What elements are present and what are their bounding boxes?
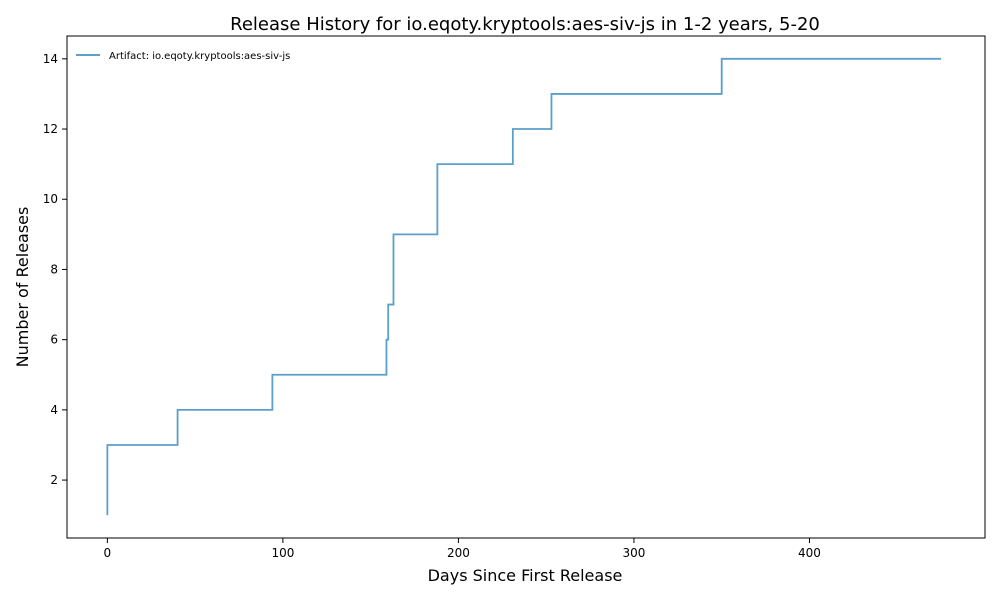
y-axis-ticks: 2 4 6 8 10 12 14 (43, 52, 67, 487)
y-tick-label: 12 (43, 122, 58, 136)
y-tick-label: 6 (50, 333, 58, 347)
legend-label: Artifact: io.eqoty.kryptools:aes-siv-js (109, 51, 290, 62)
y-tick-label: 14 (43, 52, 58, 66)
y-tick-label: 10 (43, 192, 58, 206)
x-tick-label: 0 (104, 546, 112, 560)
series-line-0 (106, 57, 942, 516)
y-tick-label: 2 (50, 473, 58, 487)
x-tick-label: 300 (622, 546, 645, 560)
x-axis-ticks: 0 100 200 300 400 (104, 538, 821, 560)
x-tick-label: 200 (447, 546, 470, 560)
plot-frame (66, 35, 986, 539)
y-axis-label: Number of Releases (13, 207, 32, 368)
x-tick-label: 400 (798, 546, 821, 560)
legend: Artifact: io.eqoty.kryptools:aes-siv-js (76, 51, 290, 62)
y-tick-label: 4 (50, 403, 58, 417)
x-tick-label: 100 (271, 546, 294, 560)
y-tick-label: 8 (50, 262, 58, 276)
x-axis-label: Days Since First Release (428, 566, 623, 585)
series-layer (106, 57, 942, 516)
chart-title: Release History for io.eqoty.kryptools:a… (230, 14, 820, 35)
